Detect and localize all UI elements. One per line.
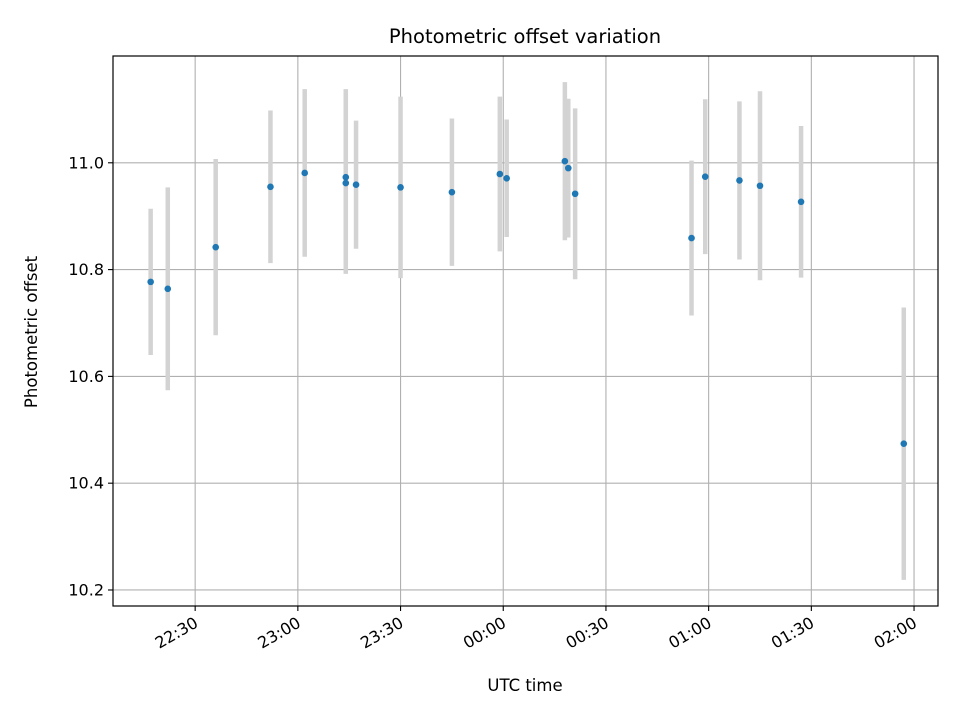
x-tick-label: 23:00 — [254, 613, 303, 653]
data-point — [701, 173, 709, 180]
x-tick-label: 23:30 — [357, 613, 406, 653]
data-point — [571, 190, 579, 198]
data-point — [212, 243, 219, 251]
data-point — [448, 188, 456, 196]
y-tick-label: 10.6 — [68, 367, 104, 386]
x-tick-label: 22:30 — [152, 613, 201, 653]
plot-frame — [112, 55, 939, 607]
y-tick-label: 10.2 — [68, 580, 104, 599]
x-tick-label: 01:30 — [768, 613, 817, 653]
data-point — [564, 164, 572, 172]
y-axis-label: Photometric offset — [22, 255, 41, 408]
data-point — [503, 174, 510, 182]
data-point — [267, 183, 274, 191]
data-point — [147, 278, 154, 286]
data-point — [397, 184, 404, 191]
y-tick-label: 10.8 — [68, 260, 104, 279]
error-bars — [148, 82, 907, 580]
data-point — [496, 170, 504, 178]
data-point — [688, 234, 695, 242]
grid — [113, 56, 938, 606]
data-point — [797, 198, 805, 206]
x-tick-label: 00:30 — [563, 613, 612, 653]
y-tick-label: 10.4 — [68, 474, 104, 493]
data-point — [736, 177, 743, 184]
x-tick-label: 01:00 — [665, 613, 714, 653]
data-point — [756, 182, 764, 190]
chart-title: Photometric offset variation — [389, 25, 661, 48]
ticks: 22:30 23:00 23:30 00:00 00:30 01:00 01:30 02:00… — [68, 153, 920, 652]
data-point — [342, 173, 350, 181]
data-points — [147, 157, 908, 447]
y-tick-label: 11.0 — [68, 153, 104, 172]
x-tick-label: 02:00 — [871, 613, 920, 653]
data-point — [352, 181, 360, 188]
data-point — [561, 157, 569, 165]
data-point — [301, 169, 309, 177]
x-axis-label: UTC time — [487, 676, 562, 695]
x-tick-label: 00:00 — [460, 613, 509, 653]
data-point — [164, 285, 172, 293]
data-point — [900, 440, 908, 447]
data-point — [342, 179, 350, 187]
